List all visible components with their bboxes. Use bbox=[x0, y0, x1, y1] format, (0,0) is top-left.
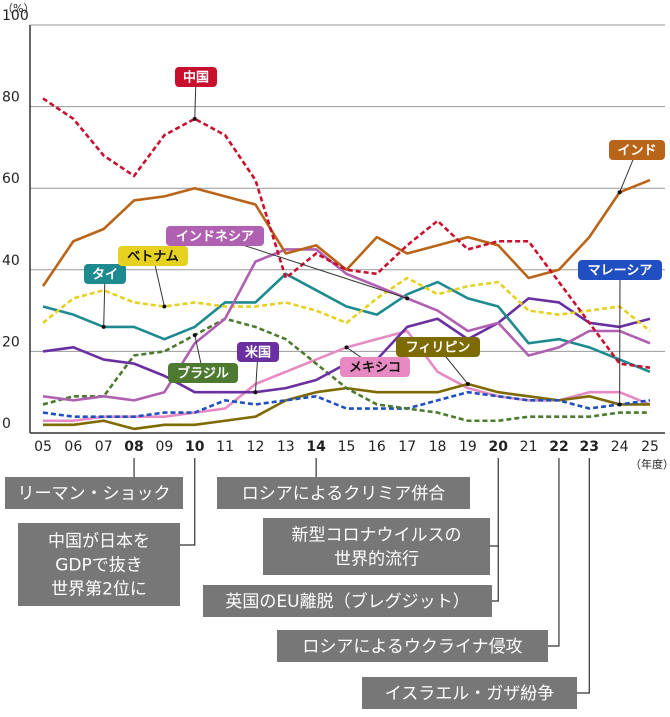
series-tag bbox=[578, 260, 662, 280]
x-tick-label: 18 bbox=[429, 439, 447, 455]
event-connector bbox=[548, 458, 560, 647]
series-line bbox=[42, 317, 650, 423]
series-tag bbox=[175, 67, 217, 87]
legend-label: 米国 bbox=[245, 345, 271, 361]
series-tag bbox=[118, 246, 188, 266]
event-connector bbox=[577, 458, 590, 694]
series-line bbox=[42, 297, 651, 394]
series-line bbox=[42, 97, 651, 370]
legend-label: ブラジル bbox=[177, 366, 229, 382]
event-box bbox=[203, 585, 492, 617]
event-connector bbox=[180, 458, 196, 546]
series-tag bbox=[84, 264, 126, 284]
x-tick-label: 14 bbox=[306, 439, 326, 455]
label-dot bbox=[192, 333, 197, 338]
event-box bbox=[217, 477, 470, 509]
x-tick-label: 13 bbox=[277, 439, 295, 455]
label-dot bbox=[617, 402, 622, 407]
x-tick-label: 08 bbox=[124, 439, 143, 455]
event-text: イスラエル・ガザ紛争 bbox=[385, 684, 555, 704]
x-tick-label: 10 bbox=[185, 439, 205, 455]
event-text: 新型コロナウイルスの bbox=[292, 526, 462, 546]
series-tag bbox=[396, 337, 480, 357]
label-dot bbox=[465, 382, 470, 387]
x-tick-label: 24 bbox=[611, 439, 629, 455]
event-box bbox=[277, 630, 548, 662]
series-tag bbox=[166, 226, 264, 246]
event-text: 中国が日本を bbox=[48, 532, 150, 552]
series-line bbox=[42, 276, 651, 333]
x-tick-label: 09 bbox=[155, 439, 173, 455]
x-unit: （年度） bbox=[630, 457, 670, 471]
series-line bbox=[43, 382, 650, 431]
label-dot bbox=[162, 304, 167, 309]
y-tick-label: 60 bbox=[2, 171, 20, 187]
label-dot bbox=[617, 190, 622, 195]
x-tick-label: 20 bbox=[489, 439, 509, 455]
legend-label: インドネシア bbox=[176, 230, 254, 245]
event-text: リーマン・ショック bbox=[18, 484, 171, 504]
series-tag bbox=[237, 342, 279, 362]
label-dot bbox=[405, 296, 410, 301]
event-text: 英国のEU離脱（ブレグジット） bbox=[225, 591, 469, 612]
y-tick-label: 100 bbox=[2, 8, 29, 24]
x-tick-label: 06 bbox=[64, 439, 82, 455]
x-tick-label: 23 bbox=[580, 439, 599, 455]
event-box bbox=[263, 518, 490, 575]
label-dot bbox=[101, 324, 106, 329]
event-text: GDPで抜き bbox=[55, 556, 143, 576]
x-tick-label: 15 bbox=[338, 439, 356, 455]
legend-label: インド bbox=[617, 144, 656, 159]
x-tick-label: 17 bbox=[398, 439, 416, 455]
series-line bbox=[42, 272, 651, 374]
y-tick-label: 40 bbox=[2, 253, 20, 269]
event-text: ロシアによるウクライナ侵攻 bbox=[302, 637, 522, 657]
legend-label: 中国 bbox=[183, 70, 209, 86]
legend-label: マレーシア bbox=[588, 264, 653, 279]
series-tag bbox=[168, 363, 238, 383]
x-tick-label: 11 bbox=[216, 439, 234, 455]
y-tick-label: 0 bbox=[2, 416, 11, 432]
event-text: 世界的流行 bbox=[334, 550, 419, 570]
series-line bbox=[42, 390, 651, 418]
legend-label: フィリピン bbox=[406, 341, 471, 356]
legend-label: タイ bbox=[92, 268, 118, 283]
event-connector bbox=[492, 546, 499, 602]
x-tick-label: 21 bbox=[520, 439, 538, 455]
y-tick-label: 20 bbox=[2, 334, 20, 350]
label-dot bbox=[253, 390, 258, 395]
event-box bbox=[362, 677, 577, 709]
event-connector bbox=[490, 458, 499, 547]
y-tick-label: 80 bbox=[2, 90, 20, 106]
event-box bbox=[5, 477, 183, 509]
event-text: ロシアによるクリミア併合 bbox=[242, 484, 446, 504]
x-tick-label: 07 bbox=[95, 439, 113, 455]
event-text: 世界第2位に bbox=[51, 580, 147, 600]
event-box bbox=[18, 523, 180, 606]
legend-label: メキシコ bbox=[349, 361, 401, 376]
x-tick-label: 19 bbox=[459, 439, 477, 455]
label-dot bbox=[192, 116, 197, 121]
label-dot bbox=[344, 345, 349, 350]
x-tick-label: 16 bbox=[368, 439, 386, 455]
series-line bbox=[41, 178, 651, 287]
series-line bbox=[42, 248, 651, 402]
x-tick-label: 05 bbox=[34, 439, 52, 455]
x-tick-label: 22 bbox=[549, 439, 568, 455]
x-tick-label: 12 bbox=[247, 439, 265, 455]
y-unit: （%） bbox=[2, 2, 34, 15]
x-tick-label: 25 bbox=[641, 439, 659, 455]
series-tag bbox=[340, 357, 410, 377]
legend-label: ベトナム bbox=[127, 250, 179, 265]
label-leader bbox=[214, 235, 408, 299]
series-tag bbox=[609, 140, 665, 160]
